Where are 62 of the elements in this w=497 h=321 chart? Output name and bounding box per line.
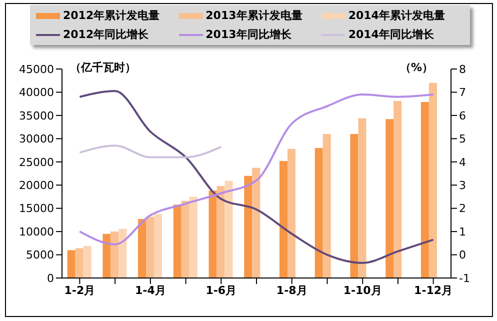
bar [224, 180, 233, 278]
bar [244, 176, 252, 278]
y2-tick-label: 5 [459, 132, 466, 146]
bar [287, 148, 296, 278]
legend-label: 2013年同比增长 [206, 27, 292, 42]
y2-tick-label: 4 [459, 156, 466, 169]
bar [83, 246, 92, 278]
legend-label: 2013年累计发电量 [206, 8, 302, 23]
y2-tick-label: 3 [459, 179, 466, 192]
y2-tick-label: 2 [459, 202, 466, 216]
legend-label: 2014年累计发电量 [348, 8, 445, 23]
bar [189, 196, 198, 278]
y2-tick-label: 1 [459, 225, 466, 238]
x-tick-label: 1-12月 [414, 284, 453, 297]
bar [208, 190, 217, 278]
bar [322, 134, 331, 278]
bar [118, 228, 127, 278]
x-tick-label: 1-8月 [276, 284, 308, 297]
bar [173, 204, 182, 278]
y2-tick-label: 0 [459, 248, 466, 262]
y-axis-title: （亿千瓦时） [70, 60, 136, 75]
y-tick-label: 30000 [19, 132, 54, 146]
bar [146, 216, 154, 278]
x-tick-label: 1-2月 [64, 284, 96, 297]
bar [358, 118, 366, 278]
bar [314, 148, 323, 278]
bar [252, 168, 260, 278]
y2-tick-label: -1 [459, 272, 470, 285]
y-tick-label: 5000 [26, 248, 54, 262]
bar [394, 101, 402, 278]
y-tick-label: 45000 [19, 62, 54, 76]
bar [279, 160, 288, 278]
y-tick-label: 0 [47, 272, 54, 285]
bar [75, 248, 84, 278]
y2-tick-label: 6 [459, 109, 466, 122]
y2-tick-label: 7 [459, 86, 466, 100]
bar [67, 250, 76, 278]
line-series [78, 144, 222, 158]
bar [154, 214, 162, 278]
y-tick-label: 10000 [19, 225, 54, 238]
bar [102, 234, 111, 278]
bar [216, 186, 225, 278]
bar [386, 119, 394, 278]
bar [181, 200, 190, 278]
bar [138, 219, 146, 278]
legend-label: 2012年累计发电量 [63, 8, 160, 23]
y-tick-label: 35000 [19, 109, 54, 122]
x-tick-label: 1-6月 [206, 284, 237, 297]
y2-tick-label: 8 [459, 62, 466, 76]
bar [420, 102, 429, 278]
legend-label: 2012年同比增长 [63, 27, 149, 42]
bar [110, 232, 119, 278]
bar [428, 82, 437, 278]
y-tick-label: 25000 [19, 156, 54, 169]
y-tick-label: 20000 [19, 179, 54, 192]
x-tick-label: 1-4月 [134, 284, 166, 297]
x-tick-label: 1-10月 [343, 284, 382, 297]
bar [350, 134, 358, 278]
y-tick-label: 40000 [19, 86, 54, 100]
y2-axis-title: （%） [400, 60, 434, 75]
legend-label: 2014年同比增长 [348, 27, 434, 42]
y-tick-label: 15000 [19, 202, 54, 216]
